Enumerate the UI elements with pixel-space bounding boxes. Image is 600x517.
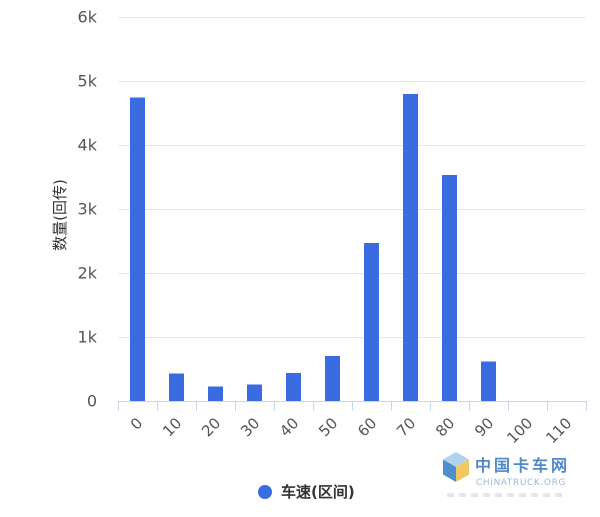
y-axis-tick-labels: 0 1k 2k 3k 4k 5k 6k <box>78 8 98 411</box>
bar-60 <box>364 242 379 401</box>
bar-30 <box>247 384 262 401</box>
x-tick-label: 60 <box>354 414 380 440</box>
bar-70 <box>403 93 418 402</box>
bar-80 <box>442 175 457 401</box>
x-tick-label: 0 <box>127 414 146 433</box>
watermark-title: 中国卡车网 <box>475 456 570 475</box>
legend-item[interactable]: 车速(区间) <box>258 483 355 501</box>
x-tick-label: 40 <box>276 414 302 440</box>
bar-10 <box>169 373 184 401</box>
watermark-site: CHINATRUCK.ORG <box>476 478 566 488</box>
bar-20 <box>208 386 223 401</box>
y-tick-label: 5k <box>78 72 98 91</box>
bar-90 <box>481 361 496 401</box>
legend-marker <box>258 485 272 499</box>
x-axis-ticks: 0 10 20 30 40 50 60 70 80 90 100 110 <box>118 401 587 447</box>
legend-label: 车速(区间) <box>281 483 355 501</box>
x-tick-label: 110 <box>542 414 575 447</box>
y-tick-label: 0 <box>87 392 97 411</box>
watermark: 中国卡车网 CHINATRUCK.ORG <box>443 452 570 497</box>
gridlines <box>118 17 586 338</box>
x-tick-label: 100 <box>503 414 536 447</box>
y-tick-label: 4k <box>78 136 98 155</box>
x-tick-label: 90 <box>471 414 497 440</box>
y-tick-label: 6k <box>78 8 98 27</box>
y-axis-title: 数量(回传) <box>51 179 69 251</box>
bar-series <box>130 93 496 402</box>
x-tick-label: 20 <box>198 414 224 440</box>
y-tick-label: 1k <box>78 328 98 347</box>
x-tick-label: 70 <box>393 414 419 440</box>
bar-50 <box>325 356 340 401</box>
bar-0 <box>130 97 145 401</box>
x-tick-label: 50 <box>315 414 341 440</box>
x-tick-label: 80 <box>432 414 458 440</box>
y-tick-label: 2k <box>78 264 98 283</box>
x-tick-label: 10 <box>159 414 185 440</box>
bar-40 <box>286 372 301 401</box>
x-tick-label: 30 <box>237 414 263 440</box>
y-tick-label: 3k <box>78 200 98 219</box>
cube-logo-icon <box>443 452 469 482</box>
